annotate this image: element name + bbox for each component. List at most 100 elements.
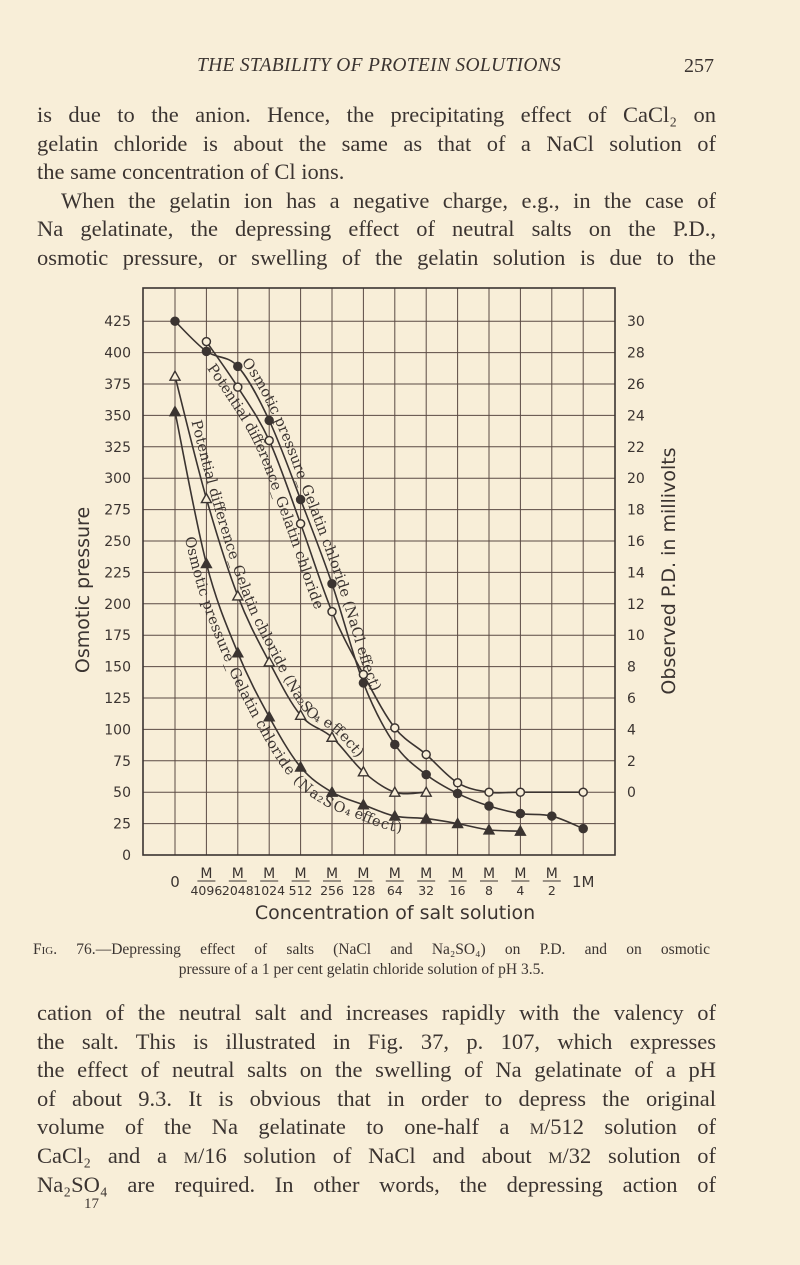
y-right-axis-title: Observed P.D. in millivolts [658,447,680,694]
text-seg: solution of [591,1142,716,1168]
data-point-filled-triangle [263,710,276,722]
y-right-tick-label: 2 [627,754,636,770]
data-point-filled-circle [201,346,212,357]
text-line: Na gelatinate, the depressing effect of … [37,216,716,242]
y-tick-label: 275 [104,503,131,519]
x-tick-label-denominator: 8 [485,883,493,898]
y-right-tick-label: 26 [627,377,645,393]
x-tick-label-denominator: 512 [289,883,313,898]
x-tick-label-denominator: 4096 [190,883,222,898]
x-tick-label-denominator: 64 [387,883,403,898]
y-right-tick-label: 24 [627,408,645,424]
x-tick-label-numerator: M [232,866,244,882]
data-point-filled-circle [484,801,494,811]
y-tick-label: 75 [113,754,131,770]
data-point-filled-circle [515,808,526,819]
text-line: When the gelatin ion has a negative char… [61,187,716,213]
y-right-tick-label: 22 [627,440,645,456]
data-point-filled-circle [578,823,588,834]
y-tick-label: 100 [104,722,131,738]
data-point-filled-triangle [420,812,433,824]
text-line: CaCl₂ and a m/16 solution of NaCl and ab… [37,1142,716,1171]
y-right-tick-label: 14 [627,565,645,581]
text-seg: m/512 [529,1114,585,1140]
figure-chart: 0255075100125150175200225250275300325350… [72,287,680,924]
data-point-open-triangle [263,655,276,667]
data-point-open-circle [452,778,463,788]
x-axis-title: Concentration of salt solution [255,902,535,924]
y-axis-title: Osmotic pressure [72,507,94,673]
y-tick-label: 350 [104,408,131,424]
y-tick-label: 250 [104,534,131,550]
text-seg: solution of [584,1114,716,1140]
data-point-filled-triangle [482,823,496,835]
data-point-open-triangle [325,730,339,742]
text-seg: m/16 [183,1142,227,1168]
data-point-filled-triangle [200,557,213,569]
data-point-open-circle [201,336,212,347]
y-tick-label: 150 [104,660,131,676]
x-tick-label-numerator: M [452,866,464,882]
data-point-open-circle [264,435,274,446]
text-line: the effect of neutral salts on the swell… [37,1057,716,1083]
data-point-filled-circle [390,739,400,750]
grid [143,288,615,856]
data-point-filled-circle [264,415,274,426]
y-right-tick-label: 18 [627,503,645,519]
x-tick-label-numerator: M [483,866,495,882]
x-tick-label: 0 [170,873,180,891]
x-tick-label-denominator: 2 [548,883,556,898]
data-point-open-circle [515,787,526,797]
data-point-open-triangle [168,369,182,381]
x-tick-label-numerator: M [546,866,558,882]
data-point-filled-circle [233,361,243,372]
data-point-open-triangle [357,765,370,777]
y-tick-label: 125 [104,691,131,707]
y-right-tick-label: 28 [627,346,645,362]
caption-text-2: pressure of a 1 per cent gelatin chlorid… [178,961,545,978]
x-tick-label-denominator: 32 [418,883,434,898]
y-tick-label: 425 [104,314,131,330]
x-tick-label-denominator: 4 [516,883,524,898]
y-right-tick-label: 30 [627,314,645,330]
x-tick-label-denominator: 128 [351,883,375,898]
x-tick-label-numerator: M [263,866,275,882]
signature-mark: 17 [84,1196,99,1212]
x-tick-label-numerator: M [514,866,526,882]
data-point-open-circle [295,518,306,529]
data-point-open-triangle [231,589,244,601]
data-point-open-triangle [200,492,213,504]
data-point-filled-triangle [168,405,182,417]
data-point-open-circle [327,606,337,617]
x-tick-label-denominator: 16 [450,883,466,898]
text-seg: CaCl₂ and a [37,1142,184,1168]
y-tick-label: 200 [104,597,131,613]
y-right-tick-label: 20 [627,471,645,487]
y-tick-label: 225 [104,565,131,581]
y-tick-label: 50 [113,785,131,801]
data-point-filled-circle [170,316,180,326]
paragraph-bottom: cation of the neutral salt and increases… [37,999,716,1199]
y-right-tick-label: 10 [627,628,645,644]
text-seg: m/32 [548,1142,592,1168]
y-tick-label: 25 [113,817,131,833]
text-line: of about 9.3. It is obvious that in orde… [37,1085,716,1111]
data-point-filled-circle [452,788,463,799]
data-point-filled-circle [547,811,557,821]
data-point-filled-circle [421,769,431,780]
data-point-open-triangle [294,708,307,720]
y-right-tick-label: 16 [627,534,645,550]
x-tick-label-numerator: M [389,866,401,882]
y-tick-label: 400 [104,346,131,362]
text-line: Na₂SO₄ are required. In other words, the… [37,1171,716,1197]
text-line: the salt. This is illustrated in Fig. 37… [37,1028,716,1054]
data-point-filled-triangle [388,809,401,821]
y-tick-label: 175 [104,628,131,644]
x-tick-label: 1M [572,873,595,891]
y-tick-label: 0 [122,848,131,864]
page-number: 257 [684,55,714,77]
y-right-tick-label: 4 [627,722,636,738]
figure-caption: Fig. 76.—Depressing effect of salts (NaC… [33,940,710,980]
y-right-tick-label: 12 [627,597,645,613]
y-tick-label: 325 [104,440,131,456]
